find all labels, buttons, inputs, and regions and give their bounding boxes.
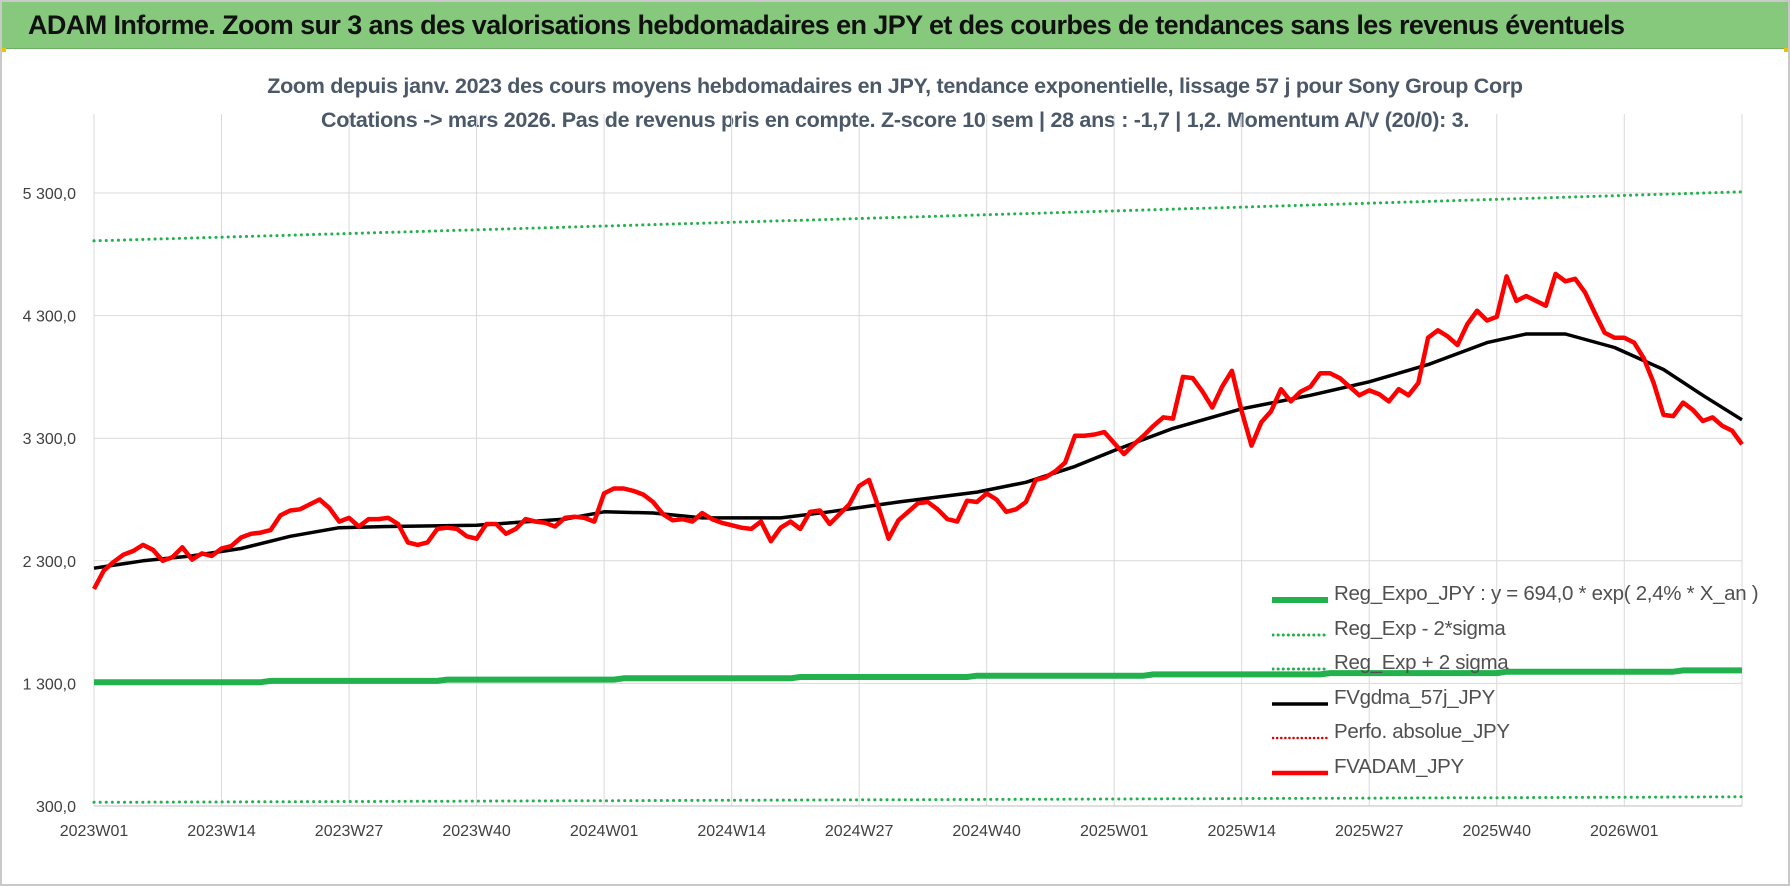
legend-label-reg-exp-minus: Reg_Exp - 2*sigma (1334, 616, 1506, 640)
legend-label-reg-exp-plus: Reg_Exp + 2 sigma (1334, 651, 1509, 674)
header-bar: ADAM Informe. Zoom sur 3 ans des valoris… (2, 2, 1788, 49)
y-tick-label: 3 300,0 (23, 431, 76, 448)
x-tick-label: 2023W01 (60, 823, 129, 840)
y-tick-label: 2 300,0 (23, 554, 76, 571)
legend-label-perfo-absolue: Perfo. absolue_JPY (1334, 720, 1510, 743)
y-tick-label: 4 300,0 (23, 309, 76, 326)
legend-swatch-reg-exp-plus (1272, 667, 1328, 671)
x-tick-label: 2023W14 (187, 823, 256, 840)
legend-label-fvadam: FVADAM_JPY (1334, 754, 1464, 778)
series-reg-expo (94, 667, 1742, 686)
series-group (92, 190, 1744, 804)
x-tick-label: 2023W27 (315, 823, 384, 840)
corner-marker-right (1784, 48, 1788, 52)
x-tick-label: 2024W27 (825, 823, 894, 840)
y-tick-label: 300,0 (36, 799, 76, 816)
x-tick-label: 2024W01 (570, 823, 639, 840)
y-tick-label: 5 300,0 (23, 186, 76, 203)
corner-marker-left (2, 48, 6, 52)
x-tick-label: 2026W01 (1590, 823, 1659, 840)
series-fvadam (92, 271, 1744, 591)
x-axis: 2023W01 2023W14 2023W27 2023W40 2024W01 2024W… (60, 823, 1659, 840)
x-tick-label: 2025W01 (1080, 823, 1149, 840)
y-axis: 300,0 1 300,0 2 300,0 3 300,0 4 300,0 5 300,0 (23, 186, 76, 816)
series-reg-exp-minus-2sigma (92, 795, 1744, 804)
series-fvgdma (93, 332, 1743, 570)
legend-label-reg-expo: Reg_Expo_JPY : y = 694,0 * exp( 2,4% * X… (1334, 582, 1759, 605)
x-tick-label: 2025W14 (1207, 823, 1276, 840)
legend-swatch-fvadam (1272, 770, 1328, 775)
page-title: ADAM Informe. Zoom sur 3 ans des valoris… (28, 10, 1625, 40)
series-reg-exp-plus-2sigma (92, 190, 1744, 243)
grid (93, 114, 1743, 807)
x-tick-label: 2025W27 (1335, 823, 1404, 840)
chart-title: Zoom depuis janv. 2023 des cours moyens … (267, 74, 1523, 98)
legend-swatch-fvgdma (1272, 701, 1328, 706)
legend-label-fvgdma: FVgdma_57j_JPY (1334, 685, 1496, 709)
x-tick-label: 2023W40 (442, 823, 511, 840)
legend-swatch-reg-expo (1272, 597, 1328, 603)
x-tick-label: 2025W40 (1463, 823, 1532, 840)
y-tick-label: 1 300,0 (23, 676, 76, 693)
chart-subtitle: Cotations -> mars 2026. Pas de revenus p… (320, 108, 1470, 132)
legend-swatch-reg-exp-minus (1272, 633, 1328, 636)
x-tick-label: 2024W14 (697, 823, 766, 840)
x-tick-label: 2024W40 (952, 823, 1021, 840)
legend-swatch-perfo-absolue (1272, 736, 1328, 740)
